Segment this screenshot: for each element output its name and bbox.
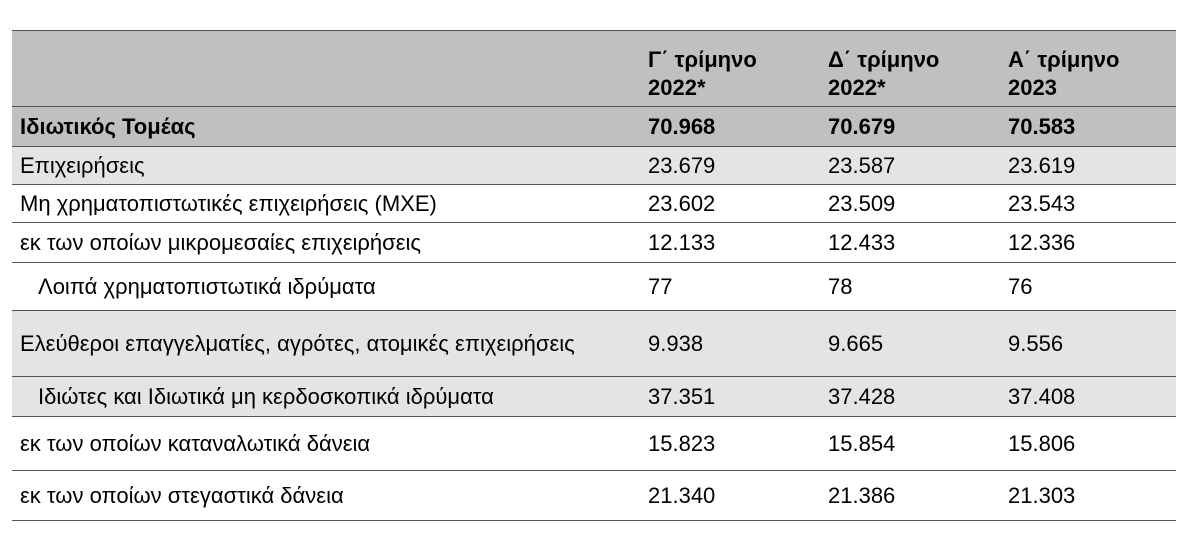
value-cell: 37.408 (1000, 376, 1176, 417)
value-cell: 9.938 (640, 310, 820, 377)
value-cell: 21.340 (640, 470, 820, 521)
value-cell: 70.968 (640, 106, 820, 147)
value-cell: 23.602 (640, 184, 820, 223)
table-row: εκ των οποίων στεγαστικά δάνεια 21.340 21.… (12, 470, 1176, 521)
row-label: Ιδιώτες και Ιδιωτικά μη κερδοσκοπικά ιδρ… (12, 376, 640, 417)
table-row: Επιχειρήσεις 23.679 23.587 23.619 (12, 146, 1176, 185)
table-row: εκ των οποίων μικρομεσαίες επιχειρήσεις 1… (12, 222, 1176, 263)
value-cell: 23.619 (1000, 146, 1176, 185)
table-row: Λοιπά χρηματοπιστωτικά ιδρύματα 77 78 76 (12, 262, 1176, 311)
value-cell: 23.587 (820, 146, 1000, 185)
value-cell: 21.386 (820, 470, 1000, 521)
value-cell: 15.854 (820, 416, 1000, 471)
table-row: Ιδιωτικός Τομέας 70.968 70.679 70.583 (12, 106, 1176, 147)
header-cell (12, 30, 640, 107)
value-cell: 21.303 (1000, 470, 1176, 521)
value-cell: 37.428 (820, 376, 1000, 417)
value-cell: 9.556 (1000, 310, 1176, 377)
row-label: εκ των οποίων στεγαστικά δάνεια (12, 470, 640, 521)
header-row: Γ΄ τρίμηνο 2022* Δ΄ τρίμηνο 2022* Α΄ τρίμη… (12, 30, 1176, 107)
value-cell: 15.806 (1000, 416, 1176, 471)
row-label: εκ των οποίων καταναλωτικά δάνεια (12, 416, 640, 471)
value-cell: 70.679 (820, 106, 1000, 147)
table-row: Ελεύθεροι επαγγελματίες, αγρότες, ατομικ… (12, 310, 1176, 377)
value-cell: 37.351 (640, 376, 820, 417)
row-label: εκ των οποίων μικρομεσαίες επιχειρήσεις (12, 222, 640, 263)
table-row: Ιδιώτες και Ιδιωτικά μη κερδοσκοπικά ιδρ… (12, 376, 1176, 417)
row-label: Λοιπά χρηματοπιστωτικά ιδρύματα (12, 262, 640, 311)
value-cell: 15.823 (640, 416, 820, 471)
row-label: Μη χρηματοπιστωτικές επιχειρήσεις (ΜΧΕ) (12, 184, 640, 223)
value-cell: 12.433 (820, 222, 1000, 263)
value-cell: 12.336 (1000, 222, 1176, 263)
row-label: Ελεύθεροι επαγγελματίες, αγρότες, ατομικ… (12, 310, 640, 377)
table-row: εκ των οποίων καταναλωτικά δάνεια 15.823 1… (12, 416, 1176, 471)
row-label: Ιδιωτικός Τομέας (12, 106, 640, 147)
value-cell: 23.679 (640, 146, 820, 185)
header-cell: Α΄ τρίμηνο 2023 (1000, 30, 1176, 107)
header-cell: Δ΄ τρίμηνο 2022* (820, 30, 1000, 107)
data-table: Γ΄ τρίμηνο 2022* Δ΄ τρίμηνο 2022* Α΄ τρίμη… (12, 30, 1176, 521)
value-cell: 23.509 (820, 184, 1000, 223)
table-row: Μη χρηματοπιστωτικές επιχειρήσεις (ΜΧΕ) 2… (12, 184, 1176, 223)
value-cell: 9.665 (820, 310, 1000, 377)
row-label: Επιχειρήσεις (12, 146, 640, 185)
value-cell: 77 (640, 262, 820, 311)
value-cell: 76 (1000, 262, 1176, 311)
value-cell: 12.133 (640, 222, 820, 263)
value-cell: 70.583 (1000, 106, 1176, 147)
header-cell: Γ΄ τρίμηνο 2022* (640, 30, 820, 107)
value-cell: 23.543 (1000, 184, 1176, 223)
value-cell: 78 (820, 262, 1000, 311)
